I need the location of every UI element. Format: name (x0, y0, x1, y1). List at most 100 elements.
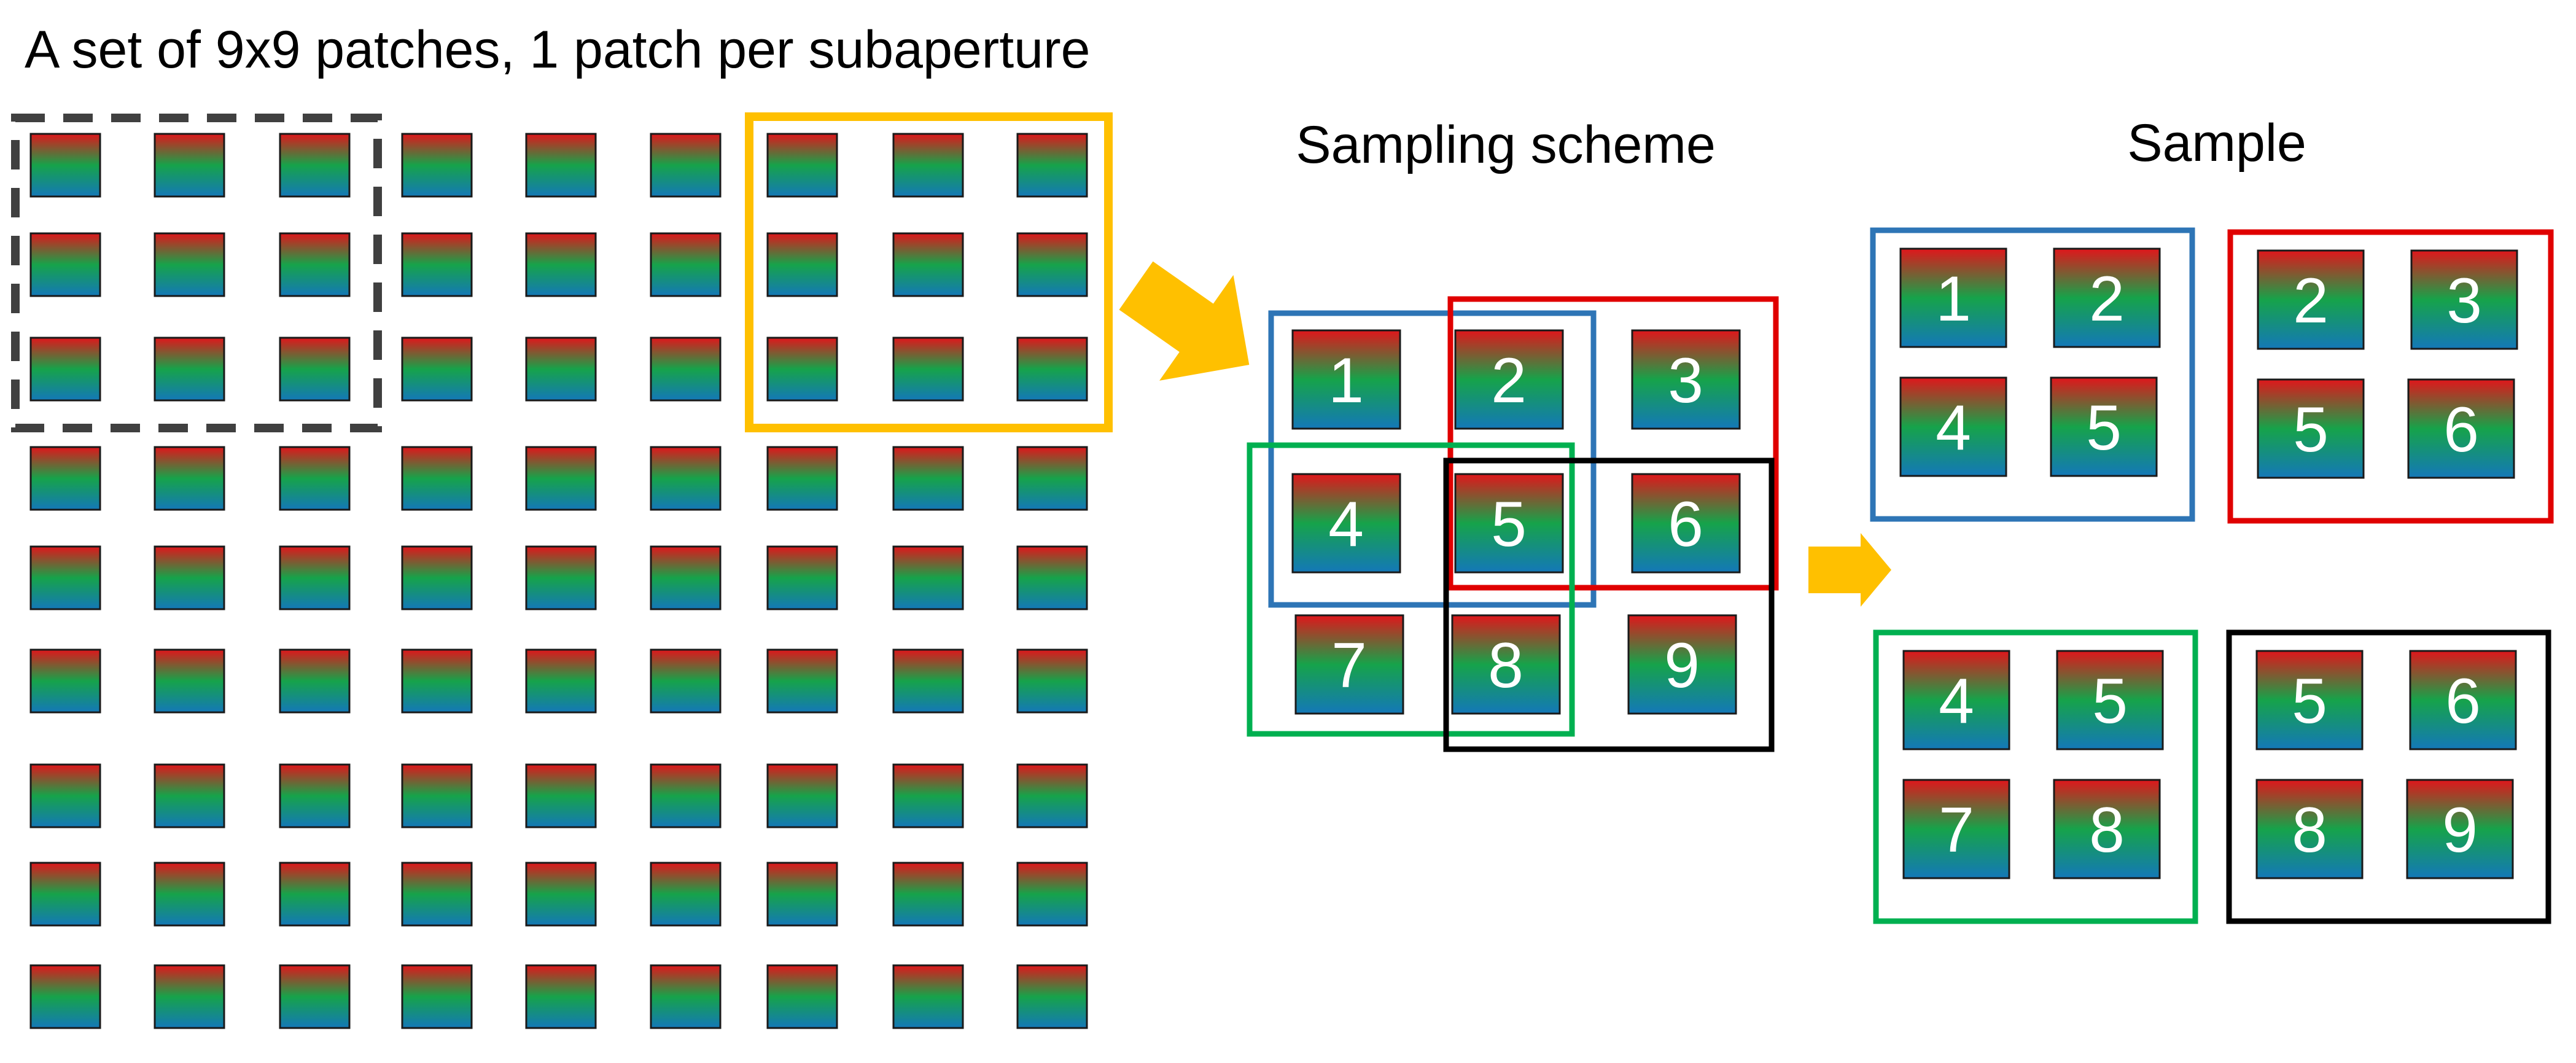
sample-patch (1899, 247, 2007, 348)
scheme-patch (1294, 614, 1404, 715)
patch-number: 9 (1664, 630, 1700, 701)
patch-number: 1 (1328, 345, 1364, 416)
patch-tile (1016, 862, 1088, 927)
scheme-patch (1454, 473, 1564, 574)
patch-tile (1016, 232, 1088, 297)
scheme-patch (1454, 329, 1564, 430)
patch-tile (766, 133, 838, 198)
patch-number: 8 (2089, 795, 2125, 866)
patch-tile (650, 133, 722, 198)
sample-patch (2255, 650, 2364, 750)
sample-frame (1870, 227, 2195, 522)
patch-tile (650, 446, 722, 511)
patch-tile (279, 232, 351, 297)
sample-patch (1902, 650, 2010, 750)
patch-tile (279, 763, 351, 828)
patch-tile (766, 337, 838, 402)
patch-number: 6 (2443, 394, 2479, 465)
patch-tile (766, 964, 838, 1029)
sample-patch (2410, 249, 2518, 350)
patch-tile (525, 133, 597, 198)
patch-tile (650, 648, 722, 714)
sample-frame (2227, 229, 2554, 524)
patch-number: 5 (2086, 392, 2122, 464)
patch-tile (525, 337, 597, 402)
patch-tile (892, 232, 964, 297)
patch-number: 9 (2442, 795, 2478, 866)
patch-tile (892, 337, 964, 402)
patch-tile (401, 862, 473, 927)
patch-number: 2 (2089, 263, 2125, 335)
patch-tile (279, 545, 351, 610)
patch-number: 7 (1939, 795, 1974, 866)
patch-number: 2 (2293, 265, 2329, 337)
sample-patch (2255, 779, 2364, 879)
sample-patch (2257, 249, 2365, 350)
patch-tile (892, 133, 964, 198)
patch-tile (766, 545, 838, 610)
patch-number: 7 (1331, 630, 1367, 701)
scheme-box-green (1247, 442, 1575, 737)
patch-tile (892, 545, 964, 610)
patch-tile (29, 763, 101, 828)
patch-tile (1016, 545, 1088, 610)
patch-tile (154, 337, 225, 402)
patch-tile (525, 446, 597, 511)
patch-number: 3 (1668, 345, 1703, 416)
patch-tile (29, 337, 101, 402)
patch-tile (29, 545, 101, 610)
patch-tile (650, 545, 722, 610)
patch-tile (1016, 133, 1088, 198)
sampling-scheme-boxes (1247, 296, 1779, 752)
sample-patch (2406, 779, 2514, 879)
patch-tile (279, 964, 351, 1029)
patch-tile (650, 763, 722, 828)
patch-tile (1016, 446, 1088, 511)
sample-patch (2257, 378, 2365, 479)
patch-tile (401, 763, 473, 828)
sample-patch (2407, 378, 2515, 479)
sample-red: 2 3 5 6 (2227, 229, 2554, 524)
patch-tile (1016, 648, 1088, 714)
scheme-patch (1631, 329, 1741, 430)
patch-tile (401, 648, 473, 714)
patch-tile (154, 763, 225, 828)
patch-tile (279, 648, 351, 714)
highlight-selection-box (745, 112, 1113, 432)
patch-tile (401, 446, 473, 511)
patch-tile (401, 133, 473, 198)
patch-tile (29, 133, 101, 198)
patch-tile (1016, 763, 1088, 828)
scheme-patch (1291, 329, 1401, 430)
patch-tile (892, 763, 964, 828)
patch-tile (154, 232, 225, 297)
patch-number: 6 (1668, 489, 1703, 560)
patch-tile (279, 862, 351, 927)
patch-tile (892, 964, 964, 1029)
patch-number: 8 (1488, 630, 1523, 701)
patch-number: 6 (2445, 666, 2481, 737)
patch-tile (650, 964, 722, 1029)
sample-frame (2226, 629, 2551, 924)
patch-tile (29, 232, 101, 297)
patch-tile (279, 446, 351, 511)
scheme-patch (1291, 473, 1401, 574)
patch-tile (525, 964, 597, 1029)
sample-blue: 1 2 4 5 (1870, 227, 2195, 522)
patch-tile (525, 862, 597, 927)
patch-tile (29, 446, 101, 511)
patch-tile (29, 862, 101, 927)
patch-tile (766, 763, 838, 828)
sampling-scheme: 1 2 3 4 5 6 7 8 9 (1291, 329, 1741, 715)
sample-label: Sample (2127, 114, 2306, 173)
patch-tile (525, 232, 597, 297)
patch-tile (1016, 964, 1088, 1029)
patch-tile (401, 964, 473, 1029)
patch-number: 1 (1936, 263, 1971, 335)
sample-patch (2053, 247, 2161, 348)
arrow-icon (1119, 261, 1250, 381)
patch-tile (650, 232, 722, 297)
patch-tile (154, 133, 225, 198)
patch-tile (650, 337, 722, 402)
